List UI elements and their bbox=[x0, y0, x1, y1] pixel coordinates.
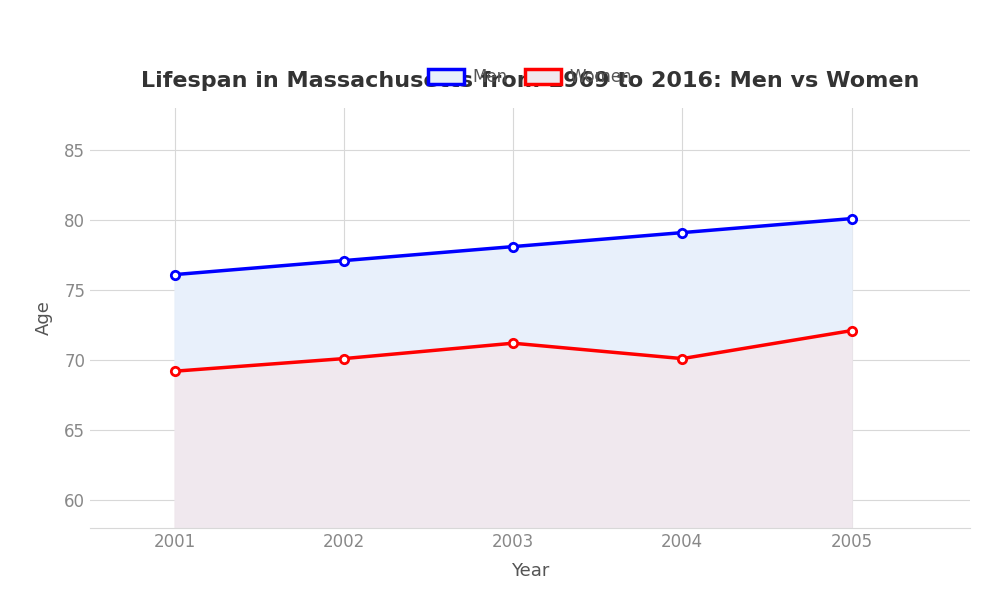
X-axis label: Year: Year bbox=[511, 562, 549, 580]
Title: Lifespan in Massachusetts from 1969 to 2016: Men vs Women: Lifespan in Massachusetts from 1969 to 2… bbox=[141, 71, 919, 91]
Y-axis label: Age: Age bbox=[35, 301, 53, 335]
Legend: Men, Women: Men, Women bbox=[421, 62, 639, 93]
